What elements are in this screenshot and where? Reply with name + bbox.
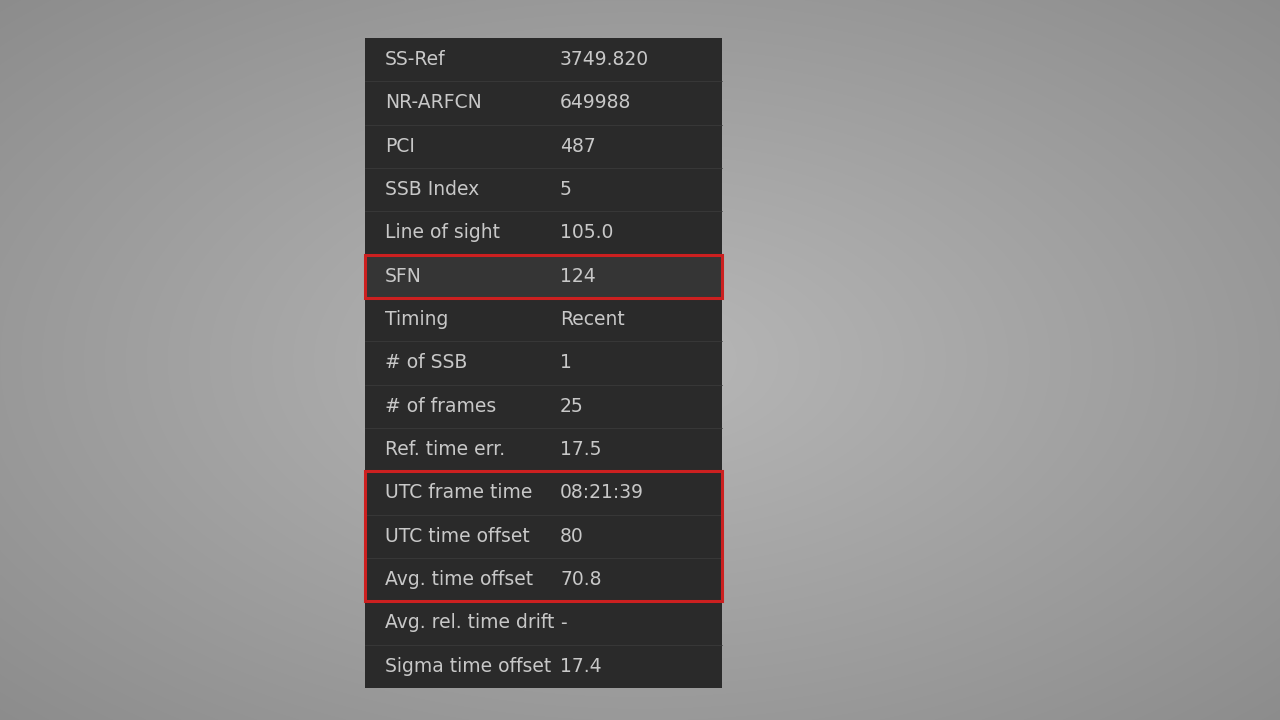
Text: UTC frame time: UTC frame time — [385, 484, 532, 503]
Text: NR-ARFCN: NR-ARFCN — [385, 94, 481, 112]
Bar — [365, 472, 722, 601]
Text: 649988: 649988 — [561, 94, 631, 112]
Text: -: - — [561, 613, 567, 632]
Text: 08:21:39: 08:21:39 — [561, 484, 644, 503]
Text: 105.0: 105.0 — [561, 223, 613, 243]
Text: Ref. time err.: Ref. time err. — [385, 440, 506, 459]
Bar — [365, 38, 722, 688]
Text: # of frames: # of frames — [385, 397, 497, 416]
Text: 17.5: 17.5 — [561, 440, 602, 459]
Text: 487: 487 — [561, 137, 595, 156]
Text: 17.4: 17.4 — [561, 657, 602, 676]
Text: Sigma time offset: Sigma time offset — [385, 657, 552, 676]
Bar — [365, 255, 722, 298]
Text: 124: 124 — [561, 267, 595, 286]
Text: Line of sight: Line of sight — [385, 223, 500, 243]
Text: SS-Ref: SS-Ref — [385, 50, 445, 69]
Text: Timing: Timing — [385, 310, 448, 329]
Text: 25: 25 — [561, 397, 584, 416]
Text: Avg. rel. time drift: Avg. rel. time drift — [385, 613, 554, 632]
Text: Recent: Recent — [561, 310, 625, 329]
Text: UTC time offset: UTC time offset — [385, 527, 530, 546]
Text: 1: 1 — [561, 354, 572, 372]
Text: 3749.820: 3749.820 — [561, 50, 649, 69]
Text: PCI: PCI — [385, 137, 415, 156]
Text: # of SSB: # of SSB — [385, 354, 467, 372]
Text: 70.8: 70.8 — [561, 570, 602, 589]
Bar — [365, 255, 722, 298]
Text: 5: 5 — [561, 180, 572, 199]
Text: 80: 80 — [561, 527, 584, 546]
Text: SFN: SFN — [385, 267, 422, 286]
Text: Avg. time offset: Avg. time offset — [385, 570, 534, 589]
Text: SSB Index: SSB Index — [385, 180, 479, 199]
